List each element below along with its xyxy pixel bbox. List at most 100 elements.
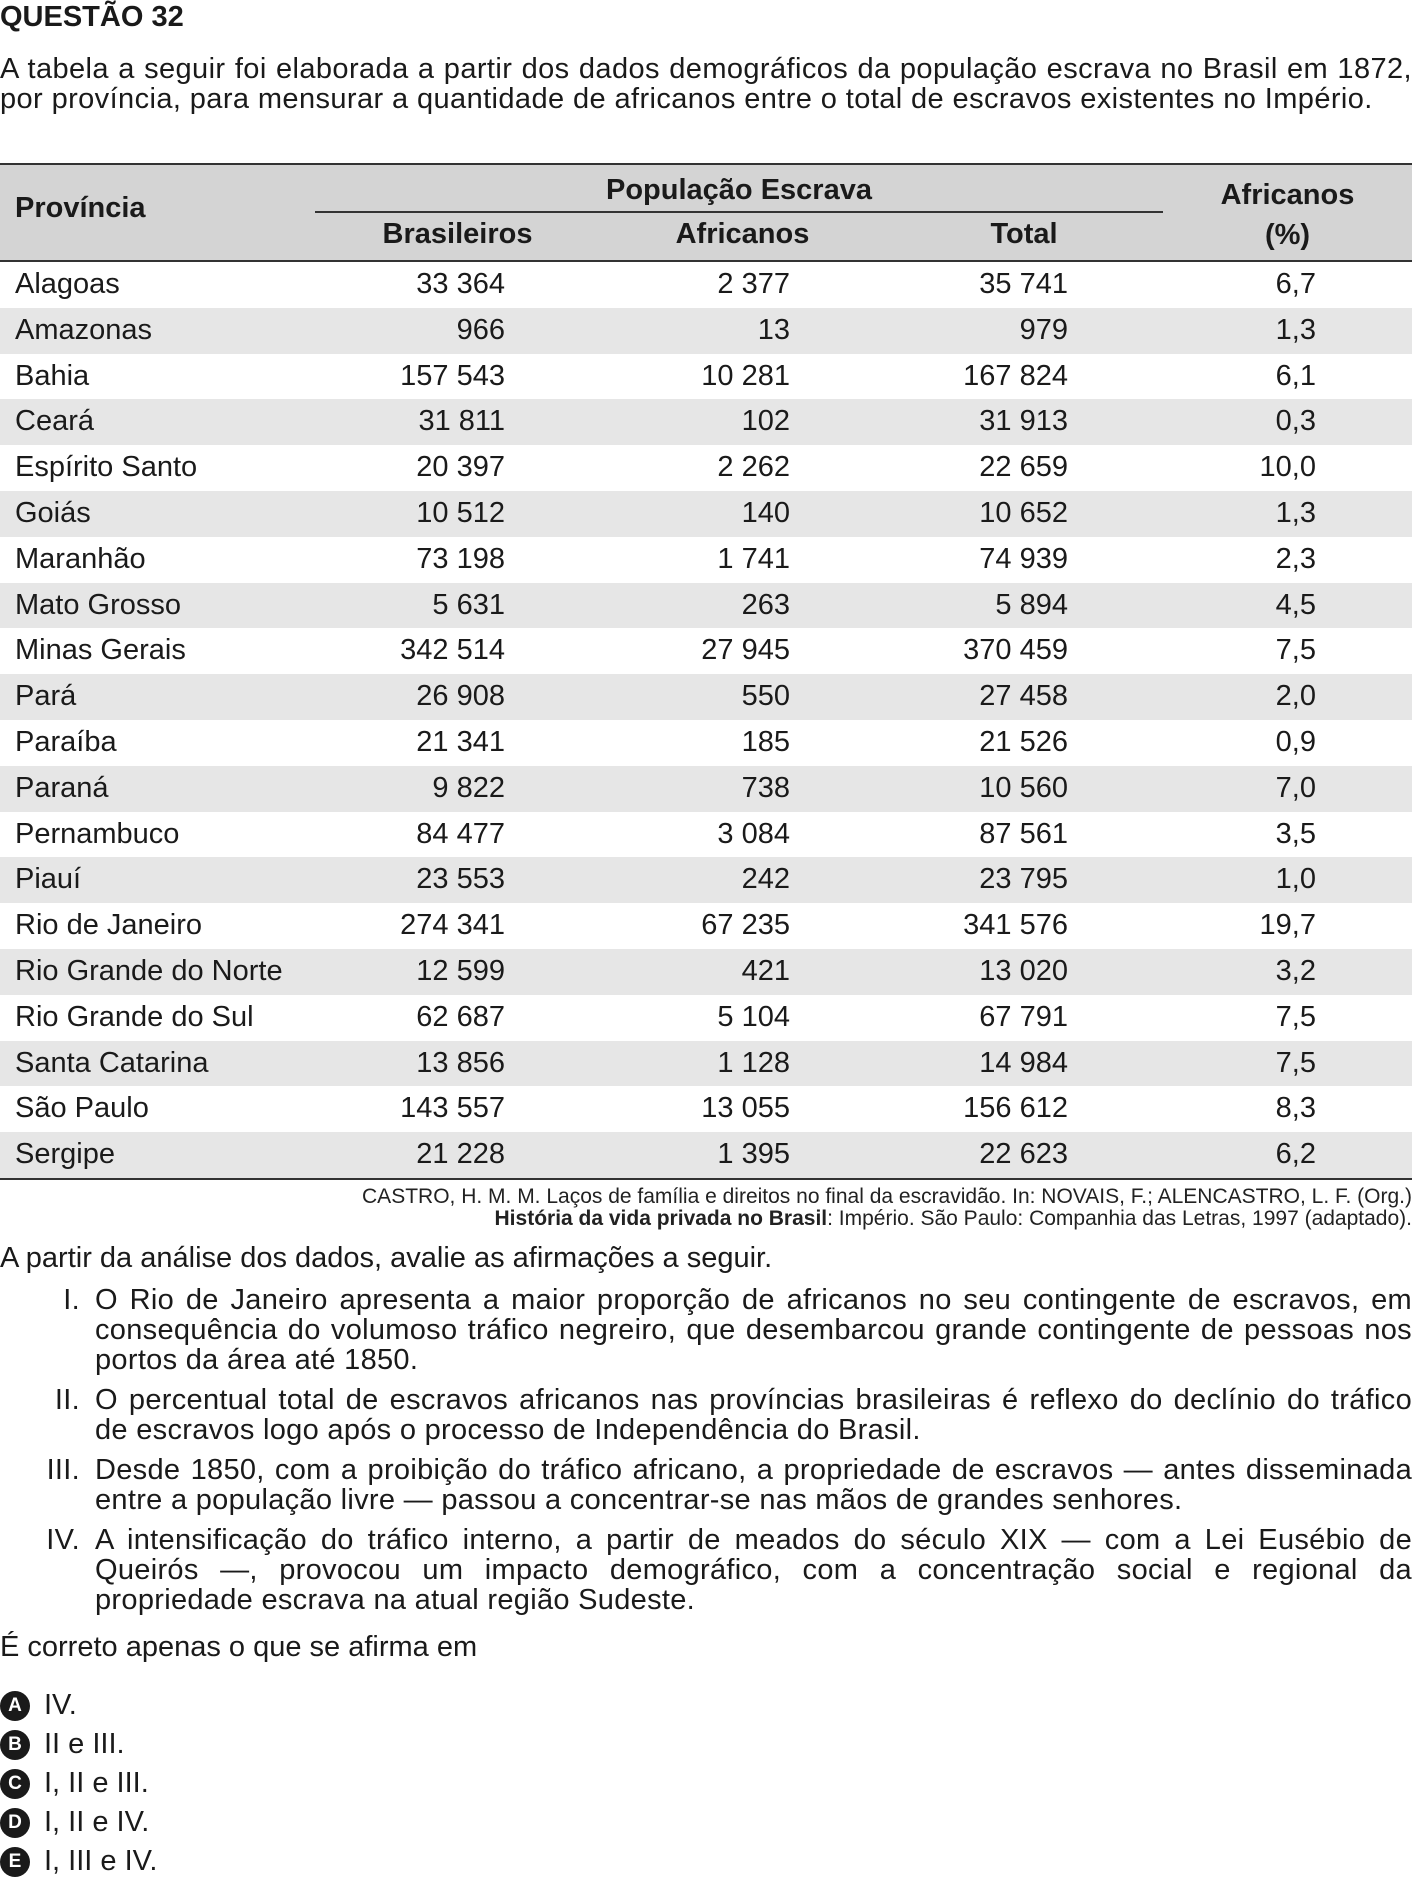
cell-africanos: 185	[741, 725, 790, 758]
cell-percent: 1,3	[1275, 496, 1316, 529]
statement-number: IV.	[46, 1524, 80, 1556]
cell-total: 10 652	[979, 496, 1068, 529]
cell-africanos: 1 128	[717, 1046, 790, 1079]
cell-provincia: Bahia	[15, 359, 90, 392]
option-e[interactable]: E I, III e IV.	[0, 1842, 157, 1881]
statement-number: III.	[46, 1454, 80, 1486]
cell-provincia: Goiás	[15, 496, 91, 529]
cell-africanos: 140	[741, 496, 790, 529]
cell-total: 23 795	[979, 863, 1068, 896]
cell-percent: 3,2	[1275, 954, 1316, 987]
cell-percent: 0,9	[1275, 725, 1316, 758]
cell-percent: 6,1	[1275, 359, 1316, 392]
cell-percent: 7,5	[1275, 1046, 1316, 1079]
cell-africanos: 263	[741, 588, 790, 621]
table-row: Goiás 10 512 140 10 652 1,3	[0, 490, 1412, 537]
statement-number: I.	[63, 1284, 80, 1316]
cell-brasileiros: 26 908	[416, 680, 505, 713]
cell-provincia: Maranhão	[15, 542, 146, 575]
header-group: População Escrava	[606, 174, 872, 206]
cell-provincia: Sergipe	[15, 1138, 115, 1171]
statement-item: III. Desde 1850, com a proibição do tráfi…	[0, 1455, 1412, 1515]
header-africanos: Africanos	[675, 218, 810, 250]
cell-percent: 7,5	[1275, 1000, 1316, 1033]
cell-brasileiros: 73 198	[416, 542, 505, 575]
table-body: Alagoas 33 364 2 377 35 741 6,7 Amazonas 966 13…	[0, 262, 1412, 1180]
option-b[interactable]: B II e III.	[0, 1725, 157, 1764]
cell-brasileiros: 23 553	[416, 863, 505, 896]
cell-total: 156 612	[963, 1092, 1068, 1125]
cell-percent: 1,3	[1275, 313, 1316, 346]
cell-africanos: 2 262	[717, 451, 790, 484]
cell-total: 13 020	[979, 954, 1068, 987]
option-letter-badge: B	[0, 1729, 30, 1760]
option-c[interactable]: C I, II e III.	[0, 1764, 157, 1803]
answer-options: A IV. B II e III. C I, II e III. D I, II e I…	[0, 1686, 157, 1881]
option-letter-badge: C	[0, 1768, 30, 1799]
option-d[interactable]: D I, II e IV.	[0, 1803, 157, 1842]
question-prompt: É correto apenas o que se afirma em	[0, 1631, 478, 1663]
cell-brasileiros: 274 341	[400, 909, 505, 942]
cell-percent: 10,0	[1259, 451, 1316, 484]
cell-brasileiros: 84 477	[416, 817, 505, 850]
cell-provincia: Mato Grosso	[15, 588, 181, 621]
cell-brasileiros: 9 822	[432, 771, 505, 804]
table-row: Santa Catarina 13 856 1 128 14 984 7,5	[0, 1040, 1412, 1087]
cell-percent: 7,0	[1275, 771, 1316, 804]
cell-brasileiros: 13 856	[416, 1046, 505, 1079]
cell-brasileiros: 31 811	[418, 405, 505, 438]
cell-provincia: São Paulo	[15, 1092, 149, 1125]
cell-provincia: Santa Catarina	[15, 1046, 209, 1079]
cell-brasileiros: 33 364	[416, 268, 505, 300]
cell-provincia: Rio Grande do Sul	[15, 1000, 254, 1033]
cell-percent: 2,0	[1275, 680, 1316, 713]
statement-text: O percentual total de escravos africanos…	[95, 1384, 1412, 1446]
cell-africanos: 27 945	[701, 634, 790, 667]
source-citation: CASTRO, H. M. M. Laços de família e dire…	[362, 1186, 1412, 1230]
cell-total: 27 458	[979, 680, 1068, 713]
cell-provincia: Piauí	[15, 863, 82, 896]
table-row: Amazonas 966 13 979 1,3	[0, 307, 1412, 354]
cell-total: 22 659	[979, 451, 1068, 484]
header-percent-line2: (%)	[1264, 219, 1311, 251]
cell-provincia: Paraná	[15, 771, 109, 804]
statement-number: II.	[54, 1384, 80, 1416]
statements-list: I. O Rio de Janeiro apresenta a maior pro…	[0, 1285, 1412, 1615]
cell-total: 341 576	[963, 909, 1068, 942]
cell-percent: 6,7	[1275, 268, 1316, 300]
option-text: I, II e IV.	[44, 1806, 150, 1838]
statements-lead: A partir da análise dos dados, avalie as…	[0, 1242, 773, 1274]
option-a[interactable]: A IV.	[0, 1686, 157, 1725]
cell-total: 35 741	[979, 268, 1068, 300]
cell-provincia: Amazonas	[15, 313, 153, 346]
cell-brasileiros: 20 397	[416, 451, 505, 484]
cell-percent: 3,5	[1275, 817, 1316, 850]
table-row: Alagoas 33 364 2 377 35 741 6,7	[0, 262, 1412, 308]
option-text: I, II e III.	[44, 1767, 149, 1799]
cell-total: 87 561	[979, 817, 1068, 850]
cell-brasileiros: 12 599	[416, 954, 505, 987]
cell-percent: 8,3	[1275, 1092, 1316, 1125]
cell-brasileiros: 143 557	[400, 1092, 505, 1125]
header-group-rule	[315, 211, 1163, 213]
cell-africanos: 13 055	[701, 1092, 790, 1125]
cell-provincia: Pará	[15, 680, 77, 713]
cell-total: 21 526	[979, 725, 1068, 758]
cell-africanos: 2 377	[717, 268, 790, 300]
cell-percent: 19,7	[1259, 909, 1316, 942]
table-row: Espírito Santo 20 397 2 262 22 659 10,0	[0, 445, 1412, 491]
option-text: II e III.	[44, 1728, 125, 1760]
cell-percent: 2,3	[1275, 542, 1316, 575]
question-title: QUESTÃO 32	[0, 1, 184, 33]
cell-total: 31 913	[979, 405, 1068, 438]
cell-africanos: 5 104	[717, 1000, 790, 1033]
cell-provincia: Pernambuco	[15, 817, 180, 850]
cell-provincia: Espírito Santo	[15, 451, 198, 484]
cell-brasileiros: 966	[456, 313, 505, 346]
table-row: Minas Gerais 342 514 27 945 370 459 7,5	[0, 628, 1412, 674]
cell-africanos: 102	[741, 405, 790, 438]
cell-africanos: 550	[741, 680, 790, 713]
header-percent-line1: Africanos	[1220, 179, 1355, 211]
header-total: Total	[990, 218, 1058, 250]
